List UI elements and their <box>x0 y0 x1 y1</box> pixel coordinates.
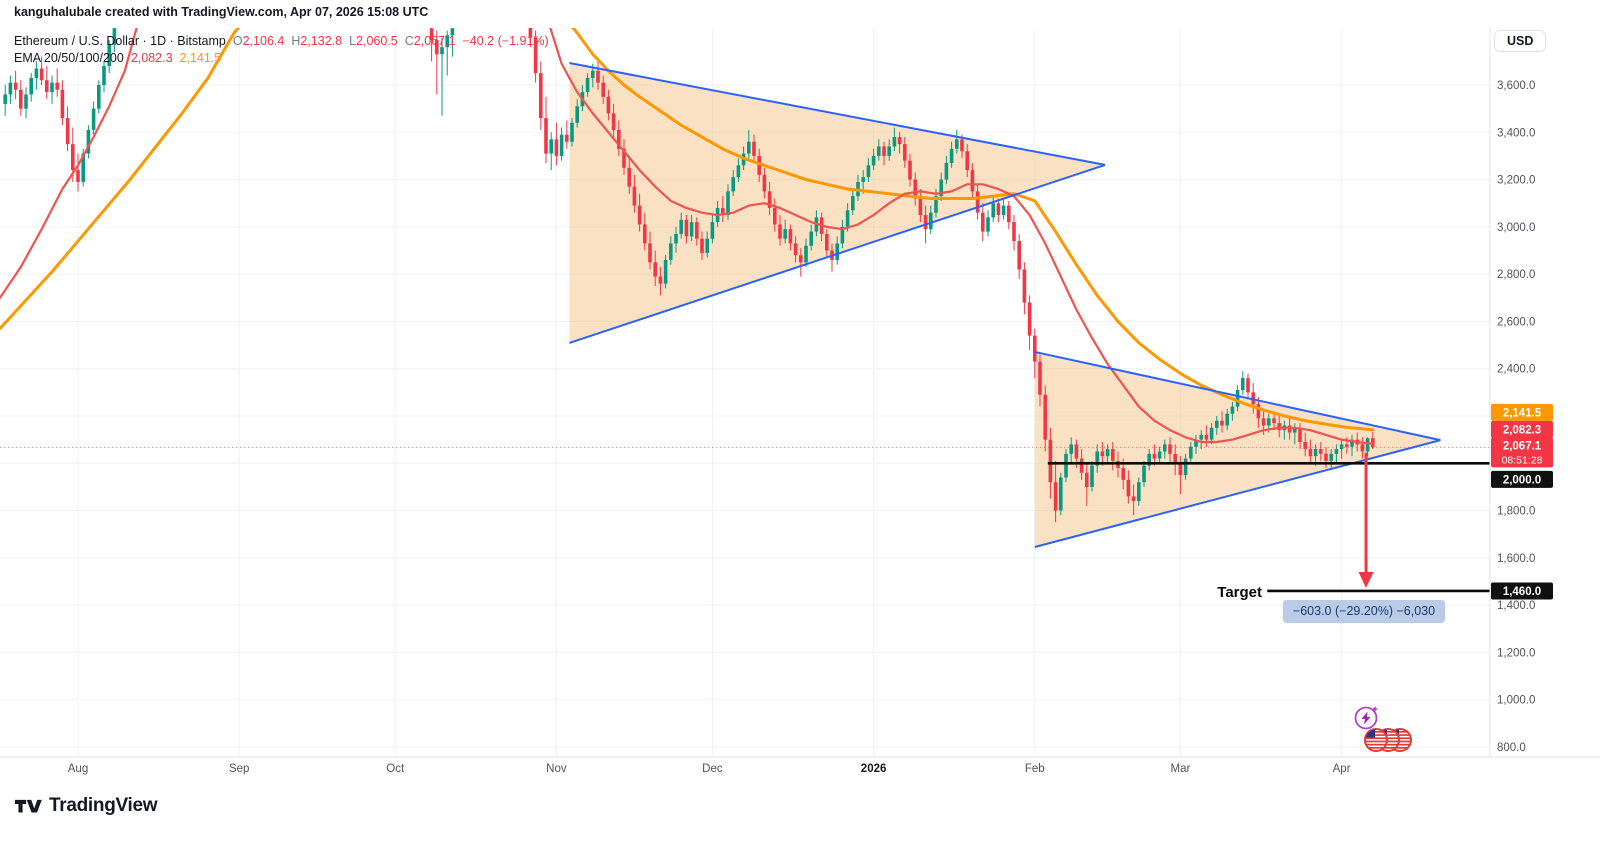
close-label: C <box>404 34 414 48</box>
pattern-fill-layer <box>569 63 1441 547</box>
target-annotation-label[interactable]: Target <box>1217 584 1262 601</box>
open-value: 2,106.4 <box>242 34 285 48</box>
measure-annotation-label[interactable]: −603.0 (−29.20%) −6,030 <box>1283 600 1445 623</box>
svg-text:1,460.0: 1,460.0 <box>1503 586 1541 598</box>
ohlc-low: L2,060.5 <box>349 33 398 50</box>
ema-slow-line[interactable] <box>0 14 1375 432</box>
x-tick-label: Sep <box>229 763 249 775</box>
high-label: H <box>291 34 301 48</box>
us-flag-event-icon-1[interactable] <box>1364 728 1388 752</box>
svg-text:2,067.1: 2,067.1 <box>1503 440 1542 452</box>
pattern-triangle-fill-2 <box>1034 351 1441 547</box>
ema-legend-row[interactable]: EMA 20/50/100/200 2,082.3 2,141.5 <box>14 50 549 67</box>
y-tick-label: 3,600.0 <box>1497 80 1535 92</box>
price-label-1,460.0: 1,460.0 <box>1491 582 1553 600</box>
change-value: −40.2 (−1.91%) <box>462 34 549 48</box>
tradingview-logo-mark <box>14 799 42 813</box>
ohlc-close: C2,067.1 <box>405 33 456 50</box>
x-tick-label: Nov <box>546 763 567 775</box>
ohlc-open: O2,106.4 <box>233 33 284 50</box>
chart-legend: Ethereum / U.S. Dollar · 1D · Bitstamp O… <box>14 33 549 67</box>
y-tick-label: 2,400.0 <box>1497 364 1535 376</box>
x-tick-label: Oct <box>386 763 405 775</box>
svg-text:2,082.3: 2,082.3 <box>1503 424 1541 436</box>
y-tick-label: 2,600.0 <box>1497 316 1535 328</box>
price-label-2,082.3: 2,082.3 <box>1491 420 1553 438</box>
pattern-edge-layer[interactable] <box>569 62 1441 548</box>
event-icons <box>1336 696 1420 761</box>
svg-text:08:51:28: 08:51:28 <box>1502 454 1543 466</box>
y-tick-label: 1,800.0 <box>1497 506 1535 518</box>
ema-indicator-label: EMA 20/50/100/200 <box>14 51 124 65</box>
plot-area[interactable] <box>0 14 1490 757</box>
x-tick-label: 2026 <box>861 763 887 775</box>
price-chart[interactable]: 3,600.0 3,400.0 3,200.0 3,000.0 2,800.0 2,600… <box>0 0 1600 790</box>
low-label: L <box>349 34 357 48</box>
price-label-2,000.0: 2,000.0 <box>1491 470 1553 488</box>
x-tick-label: Feb <box>1025 763 1045 775</box>
y-tick-label: 1,200.0 <box>1497 647 1535 659</box>
lightning-event-icon[interactable] <box>1354 706 1379 730</box>
pattern-triangle-1[interactable] <box>569 62 1106 344</box>
ema-slow-value: 2,141.5 <box>179 51 222 65</box>
tradingview-logo[interactable]: TradingView <box>14 795 158 817</box>
svg-text:2,141.5: 2,141.5 <box>1503 407 1542 419</box>
candles-layer <box>3 28 1375 523</box>
attribution-text: kanguhalubale created with TradingView.c… <box>14 5 429 19</box>
ohlc-high: H2,132.8 <box>291 33 342 50</box>
breakdown-arrow[interactable] <box>1358 452 1374 588</box>
pattern-triangle-2[interactable] <box>1034 350 1441 548</box>
y-tick-label: 1,600.0 <box>1497 553 1535 565</box>
gridlines-layer <box>0 28 1490 757</box>
x-tick-label: Aug <box>68 763 88 775</box>
y-tick-label: 1,400.0 <box>1497 600 1535 612</box>
symbol-legend-row[interactable]: Ethereum / U.S. Dollar · 1D · Bitstamp O… <box>14 33 549 50</box>
currency-toggle-button[interactable]: USD <box>1494 30 1547 52</box>
y-tick-label: 3,200.0 <box>1497 175 1535 187</box>
ema-fast-line[interactable] <box>0 14 1374 445</box>
x-tick-label: Apr <box>1333 763 1351 775</box>
time-axis[interactable]: Aug Sep Oct Nov Dec 2026 Feb Mar Apr <box>68 763 1351 775</box>
y-tick-label: 3,000.0 <box>1497 222 1535 234</box>
y-tick-label: 800.0 <box>1497 742 1526 754</box>
pattern-triangle-fill-1 <box>569 63 1105 343</box>
y-tick-label: 2,800.0 <box>1497 269 1535 281</box>
low-value: 2,060.5 <box>356 34 398 48</box>
price-label-2,141.5: 2,141.5 <box>1491 403 1553 421</box>
price-axis[interactable]: 3,600.0 3,400.0 3,200.0 3,000.0 2,800.0 2,600… <box>1497 80 1535 754</box>
x-tick-label: Dec <box>702 763 723 775</box>
x-tick-label: Mar <box>1170 763 1190 775</box>
brand-wordmark: TradingView <box>49 795 158 816</box>
symbol-title: Ethereum / U.S. Dollar · 1D · Bitstamp <box>14 34 226 48</box>
close-value: 2,067.1 <box>413 34 456 48</box>
y-tick-label: 1,000.0 <box>1497 695 1535 707</box>
svg-text:2,000.0: 2,000.0 <box>1503 474 1541 486</box>
y-tick-label: 3,400.0 <box>1497 127 1535 139</box>
ema-fast-value: 2,082.3 <box>130 51 173 65</box>
price-label-2,067.1: 2,067.1 08:51:28 <box>1491 437 1553 468</box>
high-value: 2,132.8 <box>300 34 343 48</box>
open-label: O <box>232 34 243 48</box>
